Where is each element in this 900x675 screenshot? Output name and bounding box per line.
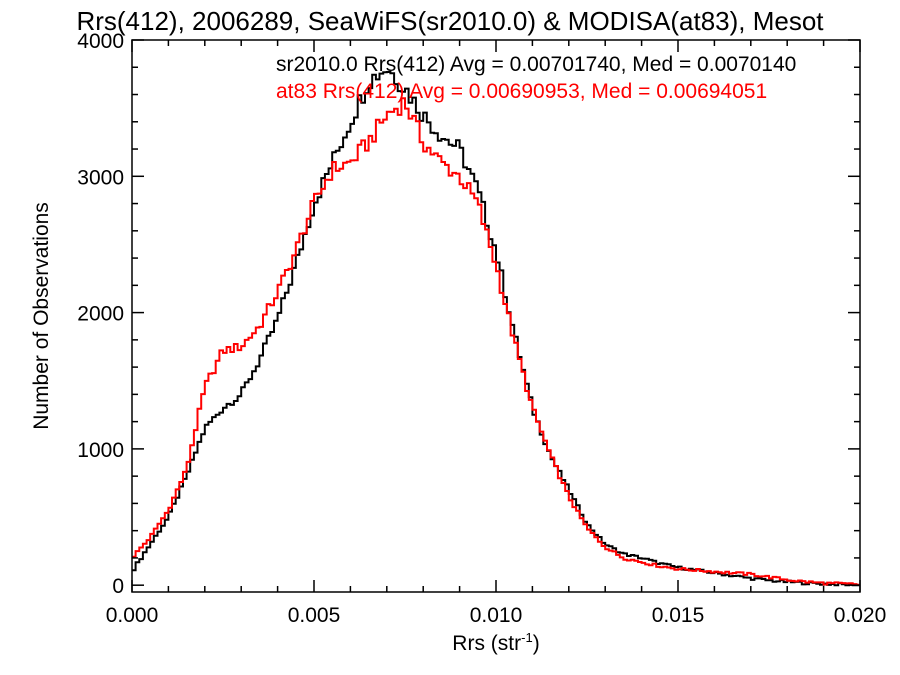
plot-frame — [131, 39, 861, 593]
x-tick-label: 0.000 — [106, 604, 159, 627]
y-tick-label: 0 — [112, 575, 124, 598]
x-axis-label-main: Rrs (str — [452, 632, 521, 655]
y-tick-label: 3000 — [77, 166, 124, 189]
y-tick-label: 1000 — [77, 439, 124, 462]
x-tick-label: 0.005 — [288, 604, 341, 627]
series-line-0 — [132, 71, 860, 587]
y-tick-label: 2000 — [77, 303, 124, 326]
stat-text-seawifs: sr2010.0 Rrs(412) Avg = 0.00701740, Med … — [276, 53, 796, 76]
y-tick-label: 4000 — [77, 30, 124, 53]
x-tick-label: 0.020 — [834, 604, 887, 627]
x-axis-label: Rrs (str-1) — [452, 630, 539, 655]
x-axis-label-end: ) — [533, 632, 540, 655]
chart-title: Rrs(412), 2006289, SeaWiFS(sr2010.0) & M… — [76, 6, 824, 36]
x-tick-label: 0.010 — [470, 604, 523, 627]
y-axis-label: Number of Observations — [30, 202, 53, 430]
stat-text-modisa: at83 Rrs(412) Avg = 0.00690953, Med = 0.… — [276, 80, 767, 103]
series-line-1 — [132, 97, 860, 586]
x-tick-label: 0.015 — [652, 604, 705, 627]
x-axis-label-sup: -1 — [521, 630, 533, 645]
